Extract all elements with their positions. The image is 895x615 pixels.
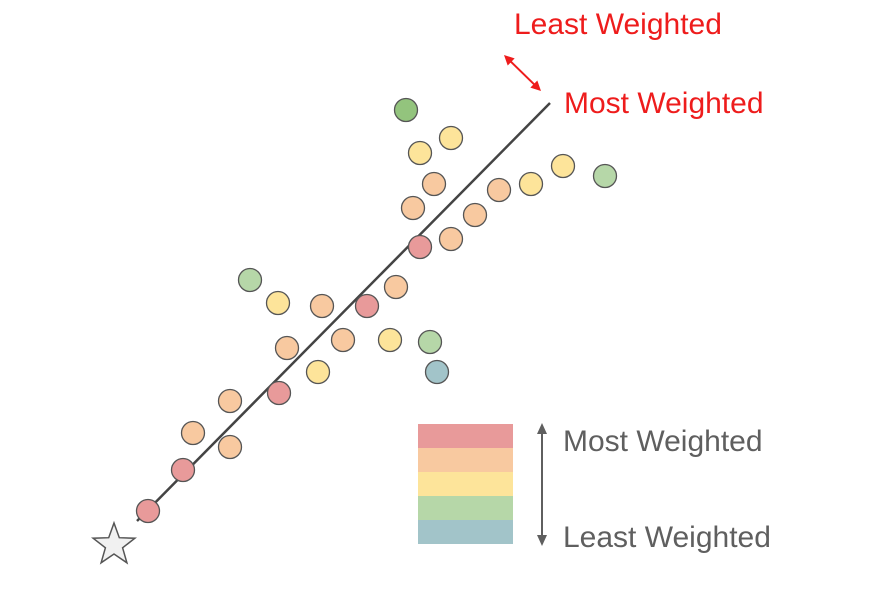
weighted-dot xyxy=(237,267,263,293)
weighted-dot xyxy=(421,171,447,197)
weighted-dot xyxy=(417,329,443,355)
legend-swatch xyxy=(418,472,513,496)
weighted-dot xyxy=(407,234,433,260)
weight-axis-line xyxy=(136,102,551,522)
weighted-dot xyxy=(407,140,433,166)
weighted-dot xyxy=(309,293,335,319)
weighted-dot xyxy=(330,327,356,353)
weighted-dot xyxy=(383,274,409,300)
weighted-dot xyxy=(377,327,403,353)
weighted-dot xyxy=(170,457,196,483)
weighted-dot xyxy=(305,359,331,385)
top-label-least-weighted: Least Weighted xyxy=(514,8,722,41)
weighted-dot xyxy=(486,177,512,203)
weighted-dot xyxy=(462,202,488,228)
legend-label-most-weighted: Most Weighted xyxy=(563,425,763,458)
weighted-dot xyxy=(438,125,464,151)
legend-swatch xyxy=(418,496,513,520)
weighted-dot xyxy=(135,498,161,524)
weighted-dot xyxy=(518,171,544,197)
weighted-dot xyxy=(266,380,292,406)
weighted-dot xyxy=(354,293,380,319)
weighted-dot xyxy=(400,195,426,221)
weighted-dot xyxy=(424,359,450,385)
weighted-dot xyxy=(592,163,618,189)
weighted-dot xyxy=(393,97,419,123)
weighted-dot xyxy=(180,420,206,446)
weighted-dot xyxy=(265,290,291,316)
legend-label-least-weighted: Least Weighted xyxy=(563,521,771,554)
legend-swatch xyxy=(418,424,513,448)
double-arrow-icon xyxy=(504,55,541,91)
star-icon xyxy=(91,520,137,565)
top-label-most-weighted: Most Weighted xyxy=(564,87,764,120)
weighted-dot xyxy=(274,335,300,361)
legend-swatch xyxy=(418,520,513,544)
double-arrow-icon xyxy=(537,423,547,546)
legend-swatch xyxy=(418,448,513,472)
weighted-dot xyxy=(217,434,243,460)
weighted-dot xyxy=(550,153,576,179)
weighted-dot xyxy=(217,388,243,414)
weighted-dot xyxy=(438,226,464,252)
